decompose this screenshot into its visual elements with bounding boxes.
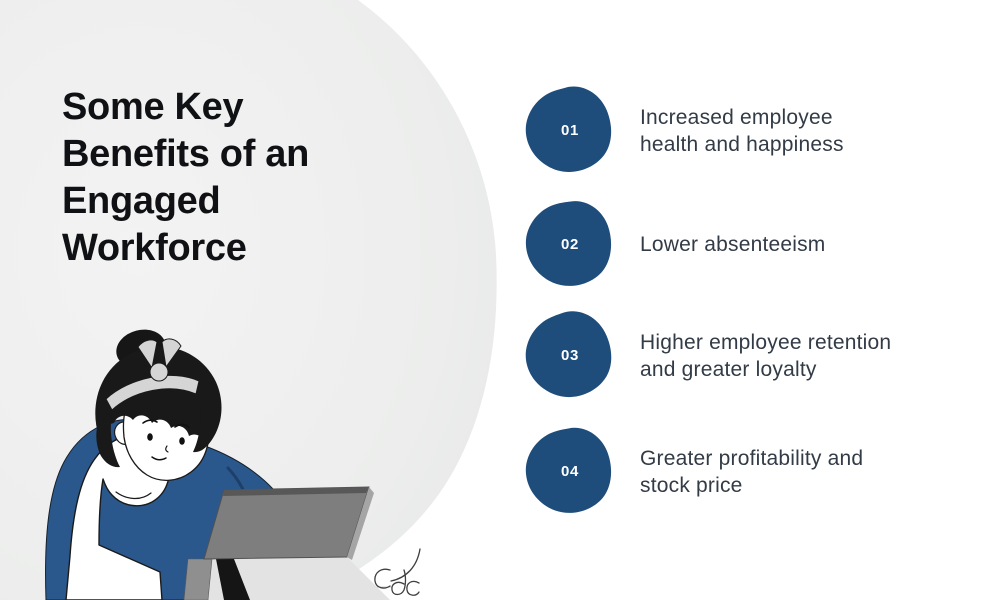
blob-shape-icon bbox=[525, 201, 612, 286]
benefit-number: 01 bbox=[561, 122, 579, 139]
benefit-text-line: Greater profitability and bbox=[640, 446, 864, 470]
title-line: Workforce bbox=[62, 227, 247, 269]
number-blob: 02 bbox=[523, 198, 617, 291]
finger-line bbox=[115, 491, 152, 500]
benefit-item-1: 01 Increased employee health and happine… bbox=[523, 84, 844, 177]
benefit-text-line: Lower absenteeism bbox=[640, 233, 826, 256]
headband bbox=[105, 375, 200, 411]
laptop-screen-right-bevel bbox=[347, 487, 374, 560]
woman-at-laptop-illustration bbox=[45, 329, 421, 600]
benefit-item-2: 02 Lower absenteeism bbox=[523, 198, 826, 291]
blob-shape-icon bbox=[525, 311, 612, 398]
hair-side-lock-right bbox=[193, 396, 215, 453]
eye-left bbox=[147, 433, 153, 441]
benefit-text: Higher employee retention and greater lo… bbox=[640, 329, 891, 383]
benefit-text: Increased employee health and happiness bbox=[640, 104, 844, 158]
bow-knot bbox=[149, 362, 169, 382]
laptop-base bbox=[205, 557, 390, 600]
benefit-text-line: health and happiness bbox=[640, 132, 844, 156]
benefit-text-line: Higher employee retention bbox=[640, 330, 892, 354]
benefit-item-3: 03 Higher employee retention and greater… bbox=[523, 309, 891, 402]
laptop-screen-top-bevel bbox=[223, 487, 369, 496]
eyebrow-right bbox=[174, 423, 190, 428]
title-line: Engaged bbox=[62, 180, 221, 222]
benefit-text-line: stock price bbox=[640, 473, 743, 497]
number-blob: 01 bbox=[523, 84, 617, 177]
laptop-screen bbox=[203, 486, 370, 560]
number-blob: 04 bbox=[523, 425, 617, 518]
benefit-item-4: 04 Greater profitability and stock price bbox=[523, 425, 863, 518]
eye-right bbox=[179, 437, 185, 445]
blob-shape-icon bbox=[525, 427, 612, 513]
number-blob: 03 bbox=[523, 309, 617, 402]
benefit-text: Greater profitability and stock price bbox=[640, 445, 863, 499]
arm-and-hand bbox=[65, 434, 170, 600]
benefit-number: 04 bbox=[561, 463, 579, 480]
blob-shape-icon bbox=[525, 86, 612, 172]
bow-loop-left bbox=[137, 339, 158, 369]
benefit-number: 02 bbox=[561, 236, 579, 253]
smile bbox=[151, 456, 167, 461]
eyebrow-left bbox=[142, 419, 158, 424]
nose bbox=[165, 445, 169, 453]
hair bbox=[95, 346, 222, 446]
page-title: Some Key Benefits of an Engaged Workforc… bbox=[62, 84, 362, 272]
laptop-stand-leg bbox=[183, 558, 213, 600]
laptop-shadow-wedge bbox=[216, 559, 250, 600]
title-line: Benefits of an bbox=[62, 133, 310, 175]
benefit-text-line: Increased employee bbox=[640, 105, 833, 129]
benefit-text: Lower absenteeism bbox=[640, 231, 826, 258]
squiggle-doodle bbox=[374, 548, 421, 596]
benefit-number: 03 bbox=[561, 347, 579, 364]
hair-side-lock-left bbox=[96, 413, 120, 468]
title-line: Some Key bbox=[62, 86, 244, 128]
benefit-text-line: and greater loyalty bbox=[640, 357, 817, 381]
bow-loop-right bbox=[161, 338, 182, 368]
